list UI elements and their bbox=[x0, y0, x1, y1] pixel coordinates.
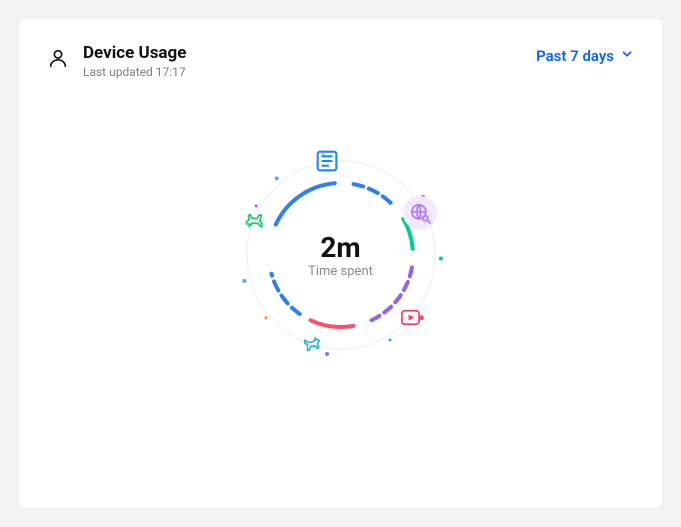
date-range-label: Past 7 days bbox=[536, 47, 614, 65]
card-subtitle: Last updated 17:17 bbox=[83, 65, 186, 79]
device-usage-card: Device Usage Last updated 17:17 Past 7 d… bbox=[19, 19, 662, 508]
airplane-icon bbox=[241, 207, 269, 235]
date-range-picker[interactable]: Past 7 days bbox=[536, 47, 634, 65]
chevron-down-icon bbox=[620, 47, 634, 65]
card-header: Device Usage Last updated 17:17 Past 7 d… bbox=[47, 43, 634, 79]
news-icon bbox=[310, 144, 344, 178]
play-video-icon bbox=[396, 304, 424, 332]
ring-chart bbox=[231, 145, 451, 365]
header-left: Device Usage Last updated 17:17 bbox=[47, 43, 186, 79]
user-icon bbox=[47, 47, 69, 69]
airplane-teal-icon bbox=[298, 331, 324, 357]
card-title: Device Usage bbox=[83, 43, 186, 63]
globe-search-icon bbox=[403, 196, 437, 230]
usage-ring-visual: 2m Time spent bbox=[231, 145, 451, 365]
